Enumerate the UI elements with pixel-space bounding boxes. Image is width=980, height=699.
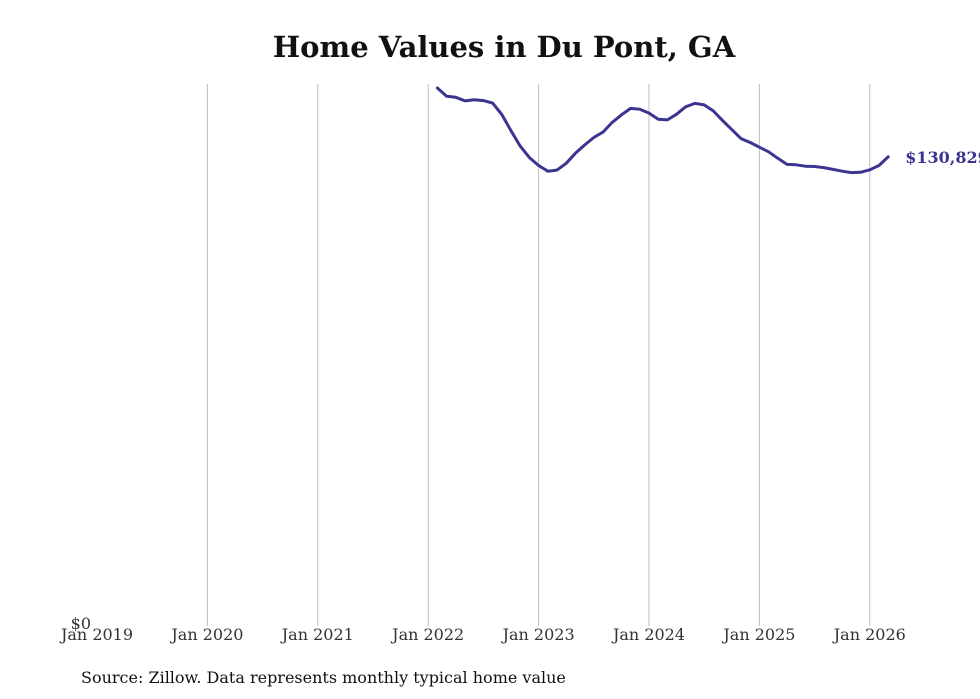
y-axis: $0 [71, 614, 91, 633]
x-axis: Jan 2019 Jan 2020 Jan 2021 Jan 2022 Jan 2023… [59, 625, 906, 644]
x-tick-label: Jan 2021 [280, 625, 354, 644]
x-tick-label: Jan 2022 [390, 625, 464, 644]
data-series [435, 86, 890, 175]
x-tick-label: Jan 2020 [169, 625, 243, 644]
end-value-label: $130,829 [905, 148, 980, 167]
y-tick-label: $0 [71, 614, 91, 633]
chart-title: Home Values in Du Pont, GA [272, 30, 736, 64]
series-line [435, 86, 890, 175]
x-tick-label: Jan 2019 [59, 625, 133, 644]
x-tick-label: Jan 2024 [611, 625, 685, 644]
source-note: Source: Zillow. Data represents monthly … [81, 668, 566, 687]
end-labels: $130,829 [905, 148, 980, 167]
x-tick-label: Jan 2023 [501, 625, 575, 644]
x-tick-label: Jan 2026 [832, 625, 906, 644]
line-chart: Jan 2019 Jan 2020 Jan 2021 Jan 2022 Jan 2023… [59, 84, 980, 644]
gridlines [206, 84, 871, 626]
x-tick-label: Jan 2025 [721, 625, 795, 644]
